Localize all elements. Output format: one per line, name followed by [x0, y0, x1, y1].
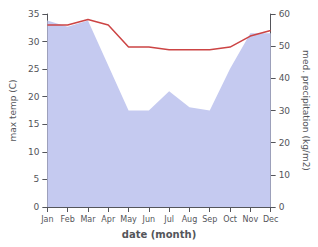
svg-text:40: 40	[279, 73, 291, 83]
svg-text:May: May	[120, 215, 137, 224]
svg-text:Nov: Nov	[243, 215, 259, 224]
svg-text:50: 50	[279, 41, 291, 51]
svg-text:30: 30	[279, 106, 291, 116]
svg-text:5: 5	[34, 174, 40, 184]
svg-text:Jul: Jul	[163, 215, 174, 224]
svg-text:Feb: Feb	[61, 215, 75, 224]
svg-text:Dec: Dec	[263, 215, 278, 224]
svg-text:Aug: Aug	[182, 215, 198, 224]
svg-text:med. precipitation (kg/m2): med. precipitation (kg/m2)	[301, 50, 311, 171]
svg-text:Jan: Jan	[40, 215, 53, 224]
svg-text:0: 0	[279, 202, 285, 212]
svg-text:0: 0	[34, 202, 40, 212]
svg-text:20: 20	[279, 138, 291, 148]
svg-text:60: 60	[279, 9, 291, 19]
svg-text:15: 15	[28, 119, 39, 129]
svg-text:Mar: Mar	[80, 215, 96, 224]
svg-text:10: 10	[28, 147, 40, 157]
svg-text:Jun: Jun	[142, 215, 156, 224]
svg-text:35: 35	[28, 9, 39, 19]
svg-text:30: 30	[28, 37, 40, 47]
svg-text:Sep: Sep	[202, 215, 217, 224]
svg-text:max temp (C): max temp (C)	[8, 79, 18, 141]
svg-text:10: 10	[279, 170, 291, 180]
svg-text:20: 20	[28, 92, 40, 102]
svg-text:Oct: Oct	[223, 215, 237, 224]
svg-text:Apr: Apr	[101, 215, 116, 224]
svg-text:date (month): date (month)	[122, 229, 196, 240]
svg-text:25: 25	[28, 64, 39, 74]
